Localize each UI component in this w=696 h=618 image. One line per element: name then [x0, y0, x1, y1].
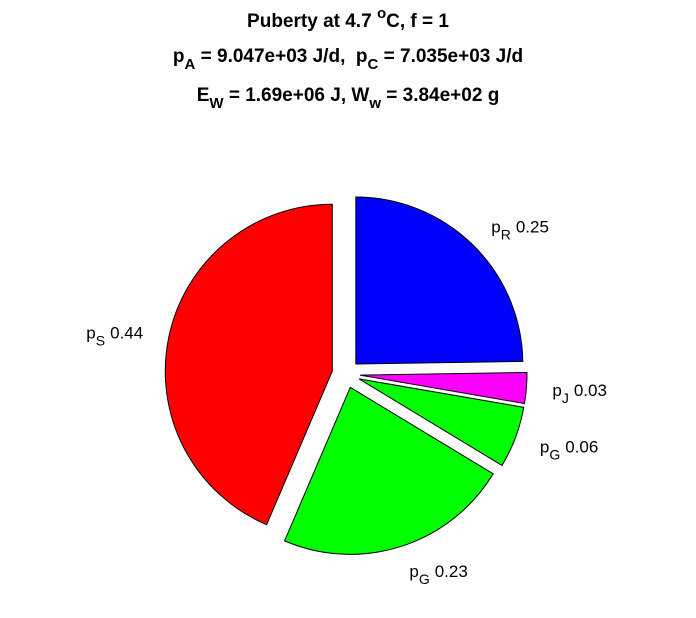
title-segment: C, f = 1 [386, 11, 449, 32]
slice-label: pR 0.25 [491, 217, 549, 242]
slice-label: pS 0.44 [86, 323, 143, 348]
slice-label-base: p [86, 323, 95, 342]
pie-slice [283, 386, 494, 555]
slice-label-base: p [552, 381, 561, 400]
pie-slice [355, 196, 524, 365]
slice-label-sub: S [96, 332, 105, 348]
title-segment: = 9.047e+03 J/d, p [195, 46, 367, 67]
title-segment: p [173, 46, 185, 67]
pie-slice [358, 378, 525, 467]
title-segment: = 7.035e+03 J/d [378, 46, 523, 67]
slice-label-value: 0.25 [516, 217, 549, 236]
title-segment: A [185, 56, 196, 73]
slice-label-value: 0.44 [110, 323, 143, 342]
slice-label: pG 0.23 [409, 562, 467, 587]
title-segment: E [197, 85, 210, 106]
title-segment: Puberty at 4.7 [247, 11, 377, 32]
title-segment: w [368, 95, 381, 112]
slice-label-value: 0.06 [565, 437, 598, 456]
slice-label-sub: R [501, 226, 511, 242]
chart-title-line: pA = 9.047e+03 J/d, pC = 7.035e+03 J/d [173, 46, 523, 73]
slice-label-sub: G [549, 446, 560, 462]
title-segment: W [209, 95, 224, 112]
slice-label-base: p [409, 562, 418, 581]
title-segment: = 3.84e+02 g [381, 85, 499, 106]
chart-title-line: Puberty at 4.7 oC, f = 1 [247, 5, 449, 32]
slice-label-value: 0.23 [435, 562, 468, 581]
slice-label-sub: G [419, 571, 430, 587]
title-segment: C [368, 56, 379, 73]
title-segment: = 1.69e+06 J, W [224, 85, 370, 106]
slice-label: pG 0.06 [540, 437, 598, 462]
pie-slice [359, 371, 528, 405]
pie-slice [164, 203, 333, 526]
slice-label-value: 0.03 [574, 381, 607, 400]
slice-label-sub: J [562, 390, 569, 406]
title-segment: o [377, 5, 386, 22]
slice-label-base: p [491, 217, 500, 236]
chart-title-line: EW = 1.69e+06 J, Ww = 3.84e+02 g [197, 85, 500, 112]
slice-label: pJ 0.03 [552, 381, 607, 406]
slice-label-base: p [540, 437, 549, 456]
